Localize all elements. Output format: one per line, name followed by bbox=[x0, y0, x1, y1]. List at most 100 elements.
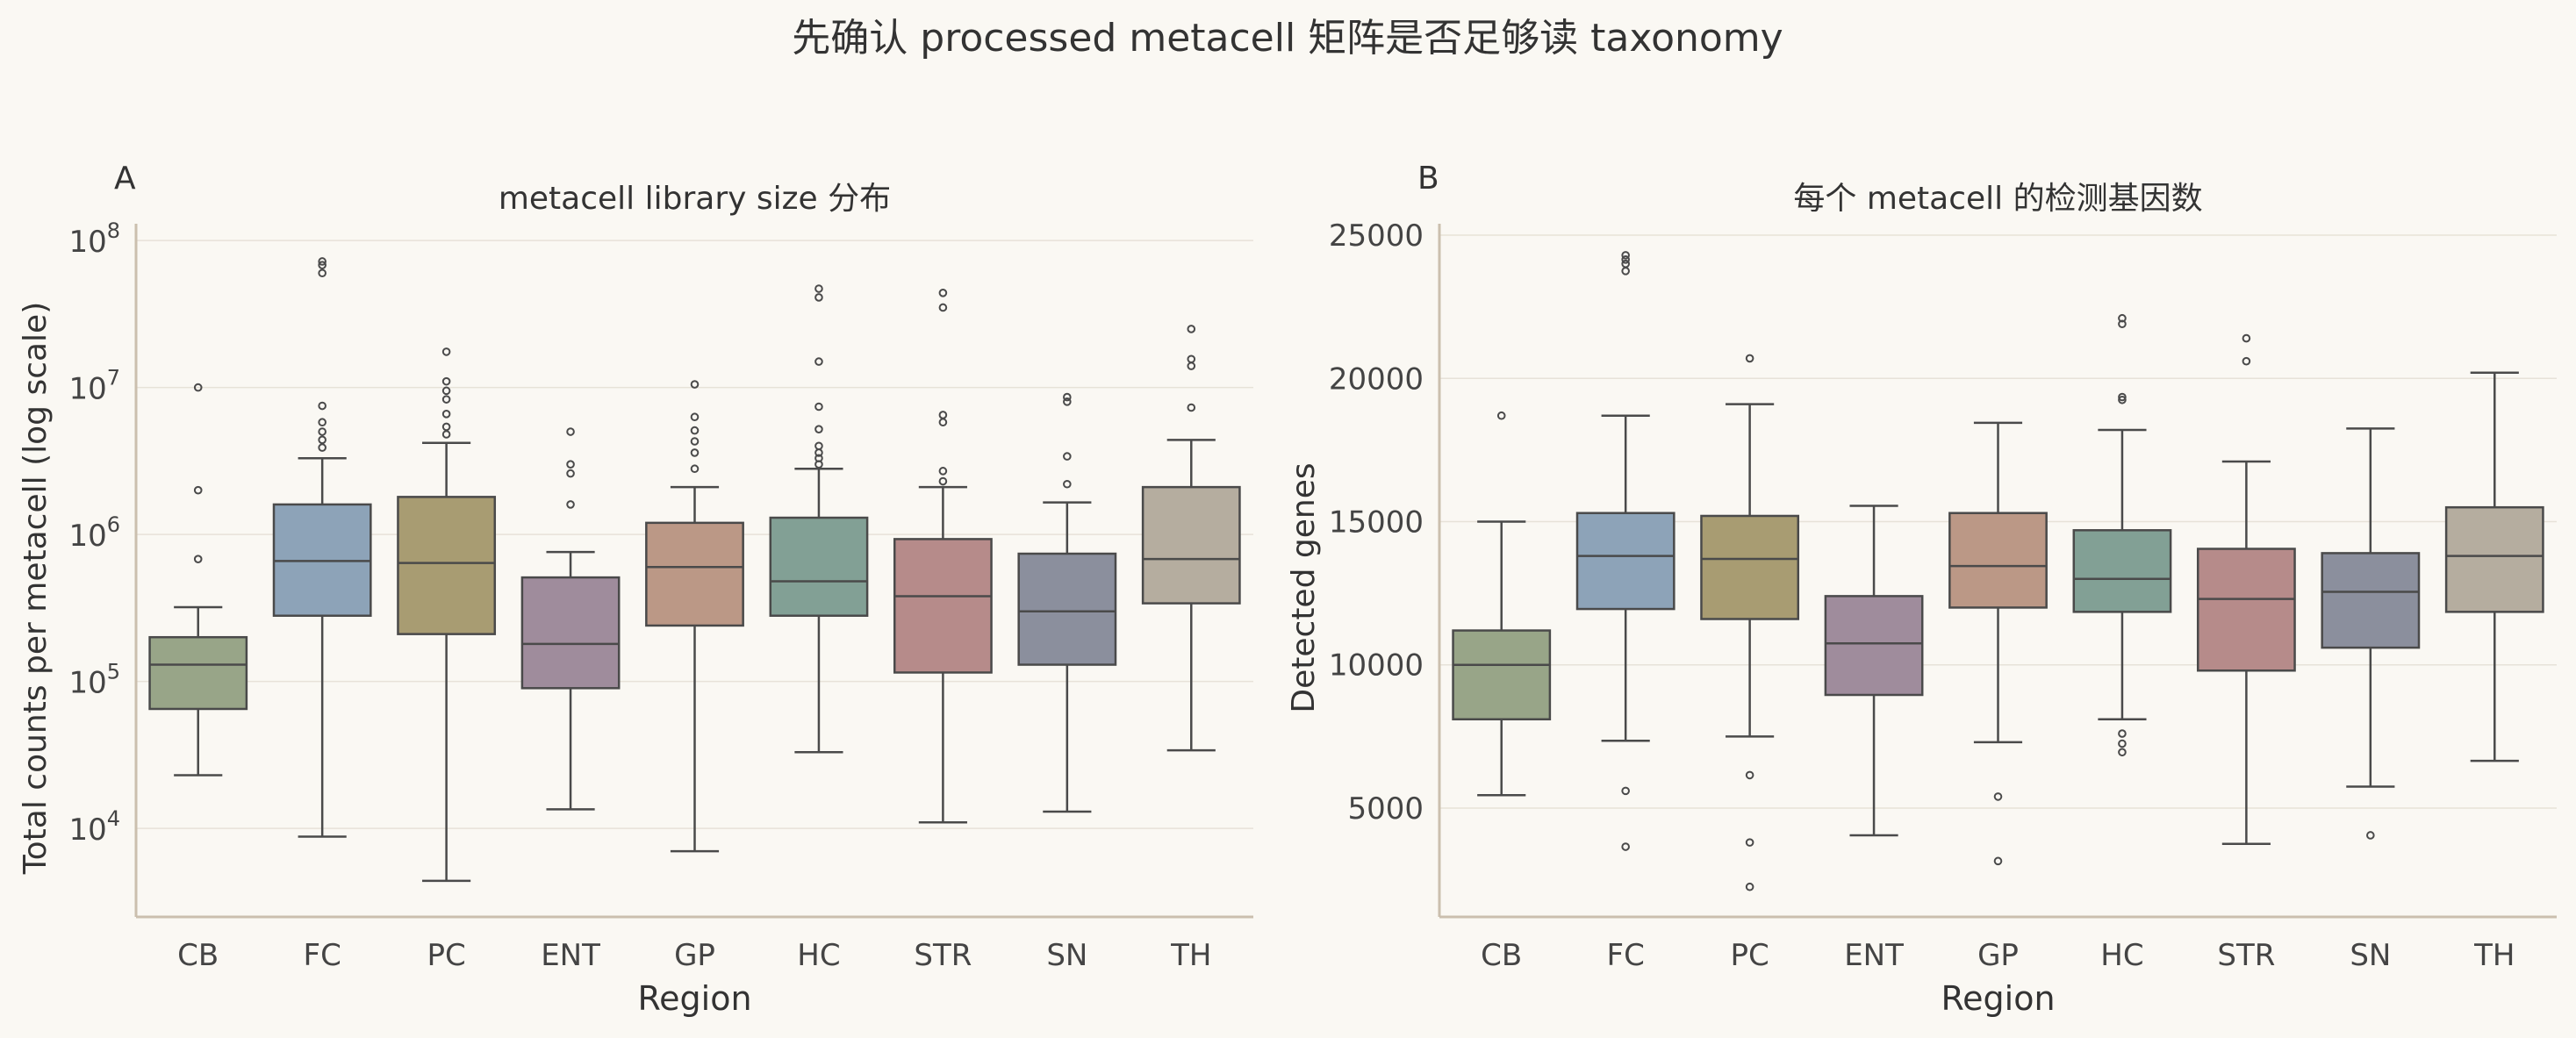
x-tick-label: STR bbox=[2217, 938, 2275, 973]
box-gp bbox=[645, 380, 744, 853]
x-tick-label: CB bbox=[1481, 938, 1522, 973]
y-tick-base: 10 bbox=[68, 225, 106, 260]
outlier-point bbox=[1187, 403, 1196, 412]
outlier-point bbox=[814, 425, 823, 433]
box-body bbox=[1452, 629, 1552, 721]
box-body bbox=[1017, 552, 1117, 666]
x-tick-label: ENT bbox=[541, 938, 600, 973]
y-tick-exponent: 7 bbox=[107, 366, 120, 390]
outlier-point bbox=[193, 485, 203, 495]
outlier-point bbox=[2366, 831, 2375, 840]
box-pc bbox=[397, 347, 497, 883]
outlier-point bbox=[1063, 392, 1072, 402]
box-body bbox=[769, 516, 869, 617]
y-tick-base: 10 bbox=[68, 813, 106, 848]
outlier-point bbox=[441, 386, 451, 396]
y-tick-label: 106 bbox=[68, 512, 120, 554]
outlier-point bbox=[2118, 392, 2127, 402]
y-tick-label: 5000 bbox=[1347, 791, 1424, 827]
outlier-point bbox=[814, 293, 823, 302]
box-sn bbox=[2321, 427, 2421, 840]
y-tick-base: 10 bbox=[68, 372, 106, 407]
panel-label: B bbox=[1417, 161, 1439, 197]
y-tick-exponent: 5 bbox=[107, 660, 120, 684]
x-tick-label: STR bbox=[914, 938, 972, 973]
outlier-point bbox=[938, 418, 948, 427]
box-gp bbox=[1948, 421, 2048, 866]
x-tick-label: HC bbox=[797, 938, 840, 973]
box-body bbox=[397, 496, 497, 635]
outlier-point bbox=[938, 411, 948, 419]
outlier-point bbox=[814, 441, 823, 451]
outlier-point bbox=[1745, 838, 1754, 847]
outlier-point bbox=[1993, 856, 2003, 866]
outlier-point bbox=[2118, 729, 2127, 738]
outlier-point bbox=[1993, 792, 2003, 801]
y-axis-label: Total counts per metacell (log scale) bbox=[18, 302, 54, 875]
outlier-point bbox=[814, 460, 823, 469]
box-body bbox=[520, 576, 621, 690]
box-body bbox=[2321, 552, 2421, 649]
box-hc bbox=[2072, 313, 2172, 757]
outlier-point bbox=[2118, 395, 2127, 404]
outlier-point bbox=[1063, 479, 1072, 489]
outlier-point bbox=[814, 357, 823, 366]
box-sn bbox=[1017, 392, 1117, 813]
outlier-point bbox=[938, 476, 948, 486]
x-tick-label: ENT bbox=[1844, 938, 1904, 973]
box-body bbox=[1824, 595, 1924, 697]
outlier-point bbox=[2242, 356, 2251, 366]
box-th bbox=[1141, 325, 1241, 752]
box-cb bbox=[148, 383, 248, 777]
y-tick-exponent: 6 bbox=[107, 512, 120, 537]
box-str bbox=[893, 289, 993, 824]
outlier-point bbox=[566, 469, 575, 478]
outlier-point bbox=[318, 435, 326, 445]
outlier-point bbox=[814, 448, 823, 457]
outlier-point bbox=[441, 395, 451, 404]
x-tick-label: PC bbox=[1730, 938, 1769, 973]
outlier-point bbox=[318, 261, 326, 269]
box-body bbox=[2072, 529, 2172, 613]
outlier-point bbox=[2118, 739, 2127, 748]
y-tick-label: 105 bbox=[68, 660, 120, 701]
panel-b-detected-genes: 5000 10000 15000 20000 25000 CB FC PC ENT GP HC STR… bbox=[1286, 161, 2557, 1018]
x-tick-label: PC bbox=[427, 938, 465, 973]
y-axis-label: Detected genes bbox=[1286, 462, 1322, 712]
outlier-point bbox=[1187, 325, 1196, 333]
outlier-point bbox=[690, 412, 700, 422]
outlier-point bbox=[1187, 354, 1196, 364]
outlier-point bbox=[1621, 255, 1630, 264]
outlier-point bbox=[938, 467, 948, 476]
outlier-point bbox=[318, 443, 326, 452]
outlier-point bbox=[2118, 319, 2127, 329]
x-tick-label: FC bbox=[1607, 938, 1645, 973]
outlier-point bbox=[193, 383, 203, 392]
outlier-point bbox=[814, 402, 823, 412]
box-cb bbox=[1452, 411, 1552, 797]
box-body bbox=[1948, 512, 2048, 609]
outlier-point bbox=[441, 410, 451, 419]
outlier-point bbox=[318, 418, 326, 427]
box-fc bbox=[1575, 251, 1675, 851]
outlier-point bbox=[690, 380, 700, 389]
y-tick-label: 104 bbox=[68, 806, 120, 848]
outlier-point bbox=[690, 426, 700, 435]
x-tick-label: HC bbox=[2100, 938, 2143, 973]
y-tick-label: 108 bbox=[68, 218, 120, 260]
x-tick-label: SN bbox=[1046, 938, 1087, 973]
outlier-point bbox=[566, 460, 575, 469]
x-tick-label: TH bbox=[1170, 938, 1211, 973]
x-tick-label: TH bbox=[2473, 938, 2515, 973]
x-axis-label: Region bbox=[1941, 979, 2055, 1018]
outlier-point bbox=[2118, 313, 2127, 323]
outlier-point bbox=[1745, 770, 1754, 780]
outlier-point bbox=[441, 347, 451, 356]
box-body bbox=[645, 521, 744, 627]
outlier-point bbox=[1745, 882, 1754, 891]
outlier-point bbox=[1063, 452, 1072, 461]
outlier-point bbox=[1621, 251, 1630, 260]
y-tick-label: 25000 bbox=[1329, 218, 1424, 254]
outlier-point bbox=[318, 257, 326, 266]
